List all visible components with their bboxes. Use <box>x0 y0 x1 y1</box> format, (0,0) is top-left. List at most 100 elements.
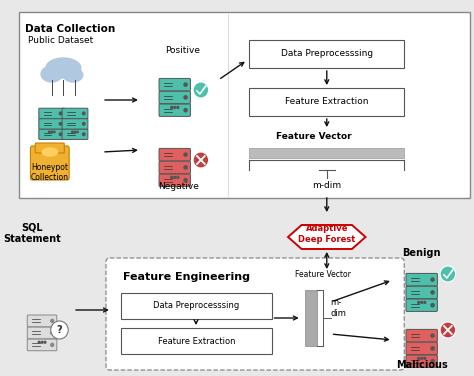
Circle shape <box>59 112 62 115</box>
Circle shape <box>59 133 62 135</box>
FancyBboxPatch shape <box>121 293 272 319</box>
FancyBboxPatch shape <box>30 146 69 180</box>
Circle shape <box>421 358 423 359</box>
FancyBboxPatch shape <box>39 108 64 119</box>
FancyBboxPatch shape <box>159 91 191 104</box>
Circle shape <box>174 176 176 178</box>
Text: Positive: Positive <box>165 46 200 55</box>
Circle shape <box>54 131 55 133</box>
Text: Benign: Benign <box>402 248 441 258</box>
Circle shape <box>418 358 419 359</box>
FancyBboxPatch shape <box>159 79 191 91</box>
Text: Feature Vector: Feature Vector <box>295 270 351 279</box>
Circle shape <box>424 358 426 359</box>
Text: Feature Extraction: Feature Extraction <box>285 97 369 106</box>
Circle shape <box>431 291 434 294</box>
Circle shape <box>431 347 434 350</box>
FancyBboxPatch shape <box>406 299 438 311</box>
FancyBboxPatch shape <box>62 108 88 119</box>
FancyBboxPatch shape <box>406 342 438 355</box>
Circle shape <box>418 302 419 303</box>
Circle shape <box>171 106 173 108</box>
FancyBboxPatch shape <box>39 129 64 139</box>
Circle shape <box>59 123 62 125</box>
Circle shape <box>38 341 40 343</box>
Circle shape <box>184 179 187 182</box>
FancyBboxPatch shape <box>62 118 88 129</box>
FancyBboxPatch shape <box>39 118 64 129</box>
Text: ?: ? <box>57 325 62 335</box>
FancyBboxPatch shape <box>249 148 404 158</box>
Circle shape <box>184 153 187 156</box>
Text: Negative: Negative <box>158 182 199 191</box>
Text: Data Preprocesssing: Data Preprocesssing <box>154 302 240 311</box>
Text: Public Dataset: Public Dataset <box>28 36 94 45</box>
Circle shape <box>51 131 53 133</box>
Circle shape <box>431 359 434 363</box>
Circle shape <box>44 341 46 343</box>
Circle shape <box>440 266 456 282</box>
Circle shape <box>177 176 179 178</box>
Circle shape <box>41 341 43 343</box>
Circle shape <box>421 302 423 303</box>
Text: Adaptive
Deep Forest: Adaptive Deep Forest <box>298 224 356 244</box>
FancyBboxPatch shape <box>406 329 438 342</box>
Text: Malicious: Malicious <box>396 360 447 370</box>
FancyBboxPatch shape <box>159 149 191 161</box>
FancyBboxPatch shape <box>406 273 438 286</box>
Text: Feature Vector: Feature Vector <box>276 132 352 141</box>
Circle shape <box>82 123 85 125</box>
Circle shape <box>51 319 54 322</box>
FancyBboxPatch shape <box>106 258 404 370</box>
FancyBboxPatch shape <box>159 161 191 174</box>
Circle shape <box>193 152 209 168</box>
Polygon shape <box>288 225 365 249</box>
FancyBboxPatch shape <box>121 328 272 354</box>
FancyBboxPatch shape <box>19 12 470 198</box>
FancyBboxPatch shape <box>35 143 64 153</box>
Circle shape <box>77 131 78 133</box>
Text: Data Preprocesssing: Data Preprocesssing <box>281 50 373 59</box>
Text: m-
dim: m- dim <box>331 298 346 318</box>
Circle shape <box>431 334 434 337</box>
Circle shape <box>74 131 76 133</box>
Ellipse shape <box>42 148 57 156</box>
FancyBboxPatch shape <box>406 355 438 367</box>
Circle shape <box>184 83 187 86</box>
Text: Feature Engineering: Feature Engineering <box>123 272 250 282</box>
FancyBboxPatch shape <box>27 339 57 351</box>
Circle shape <box>184 96 187 99</box>
Circle shape <box>51 343 54 346</box>
Text: Data Collection: Data Collection <box>25 24 115 34</box>
Circle shape <box>424 302 426 303</box>
Text: m-dim: m-dim <box>312 181 341 190</box>
Ellipse shape <box>64 68 83 82</box>
Text: SQL
Statement: SQL Statement <box>3 222 61 244</box>
Circle shape <box>184 109 187 112</box>
Circle shape <box>82 112 85 115</box>
FancyBboxPatch shape <box>27 315 57 327</box>
Circle shape <box>174 106 176 108</box>
Circle shape <box>51 331 54 334</box>
Text: Honeypot
Collection: Honeypot Collection <box>31 163 69 182</box>
Circle shape <box>51 321 68 339</box>
FancyBboxPatch shape <box>159 174 191 186</box>
FancyBboxPatch shape <box>249 88 404 116</box>
FancyBboxPatch shape <box>62 129 88 139</box>
Ellipse shape <box>41 66 63 82</box>
Circle shape <box>440 322 456 338</box>
Circle shape <box>171 176 173 178</box>
Circle shape <box>431 278 434 281</box>
FancyBboxPatch shape <box>159 104 191 117</box>
Circle shape <box>431 303 434 307</box>
Circle shape <box>177 106 179 108</box>
Circle shape <box>72 131 73 133</box>
Text: Feature Extraction: Feature Extraction <box>158 337 235 346</box>
FancyBboxPatch shape <box>406 286 438 299</box>
Circle shape <box>184 166 187 169</box>
FancyBboxPatch shape <box>27 327 57 339</box>
Circle shape <box>193 82 209 98</box>
FancyBboxPatch shape <box>249 40 404 68</box>
Ellipse shape <box>46 58 81 78</box>
Circle shape <box>48 131 50 133</box>
